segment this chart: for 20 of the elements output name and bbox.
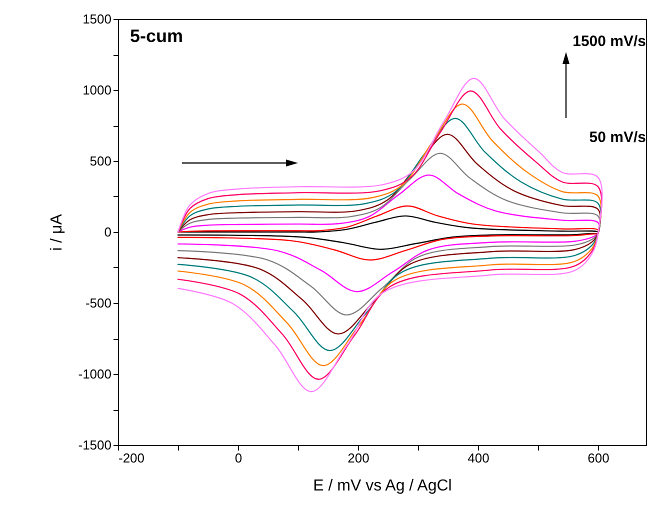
y-tick-label: 500 [90, 154, 112, 168]
y-tick-label: -500 [85, 296, 112, 310]
y-tick-label: 1000 [82, 82, 112, 98]
line-series [177, 205, 599, 261]
line-series [177, 215, 599, 250]
y-axis-title: i / μA [48, 214, 66, 251]
annotation: 50 mV/s [589, 129, 646, 146]
x-tick-label: -200 [118, 450, 145, 466]
x-tick-label: 600 [588, 450, 610, 466]
x-axis-title: E / mV vs Ag / AgCl [313, 478, 452, 494]
x-tick-label: 0 [234, 450, 242, 466]
line-series [177, 174, 600, 292]
y-tick-label: -1000 [78, 366, 112, 382]
annotation: 1500 mV/s [572, 33, 646, 50]
y-tick-label: 0 [104, 224, 112, 240]
x-tick-label: 400 [468, 450, 490, 466]
annotation: 5-cum [130, 26, 184, 46]
x-tick-label: 200 [348, 450, 370, 466]
y-tick-label: 1500 [82, 12, 112, 26]
y-tick-label: -1500 [78, 438, 112, 452]
